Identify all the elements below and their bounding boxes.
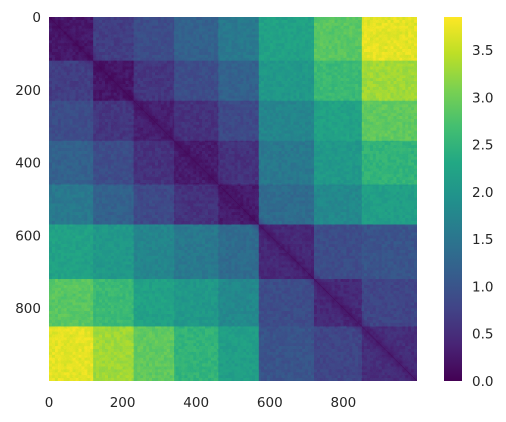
x-axis: 0 200 400 600 800 <box>45 395 357 411</box>
colorbar-tick-label: 0.0 <box>472 374 493 390</box>
heatmap-area <box>49 17 417 381</box>
x-tick-label: 400 <box>183 395 209 411</box>
y-tick-label: 800 <box>15 301 41 317</box>
heatmap-cells <box>49 17 417 381</box>
colorbar-tick-label: 1.5 <box>472 232 493 248</box>
y-tick-label: 200 <box>15 83 41 99</box>
x-tick-label: 800 <box>331 395 357 411</box>
colorbar-tick-label: 3.0 <box>472 90 493 106</box>
x-tick-label: 200 <box>110 395 136 411</box>
y-tick-label: 400 <box>15 156 41 172</box>
x-tick-label: 0 <box>45 395 54 411</box>
colorbar-tick-label: 2.5 <box>472 138 493 154</box>
colorbar-tick-label: 3.5 <box>472 43 493 59</box>
y-tick-label: 0 <box>32 10 41 26</box>
colorbar: 0.0 0.5 1.0 1.5 2.0 2.5 3.0 3.5 <box>444 17 493 390</box>
colorbar-gradient <box>444 17 462 381</box>
y-axis: 0 200 400 600 800 <box>15 10 41 317</box>
colorbar-ticks: 0.0 0.5 1.0 1.5 2.0 2.5 3.0 3.5 <box>472 43 493 390</box>
y-tick-label: 600 <box>15 228 41 244</box>
colorbar-tick-label: 1.0 <box>472 279 493 295</box>
x-tick-label: 600 <box>257 395 283 411</box>
colorbar-tick-label: 2.0 <box>472 185 493 201</box>
colorbar-tick-label: 0.5 <box>472 327 493 343</box>
